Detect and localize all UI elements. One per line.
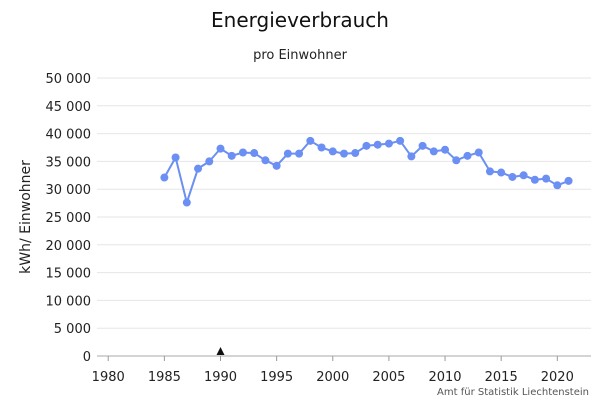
data-point [238,148,247,157]
y-tick-label: 0 [83,350,91,365]
data-point [194,164,203,173]
data-point [340,149,348,158]
x-tick-label: 2015 [485,370,518,385]
data-point [508,172,517,181]
series-line [163,139,569,204]
data-point [542,174,551,183]
y-tick-label: 40 000 [46,128,92,143]
data-point [272,161,281,170]
data-point [306,136,315,145]
chart-subtitle: pro Einwohner [253,48,348,63]
data-point [317,143,326,152]
y-tick-label: 5 000 [54,322,91,337]
data-point [216,144,225,153]
data-point [384,139,393,148]
x-tick-label: 2005 [372,370,405,385]
data-point [182,198,191,207]
y-tick-label: 45 000 [46,100,92,115]
data-point [283,149,292,158]
data-point [250,149,259,158]
data-point [328,147,337,156]
y-tick-label: 25 000 [46,211,92,226]
data-point [474,148,483,157]
chart-title: Energieverbrauch [211,8,389,32]
y-tick-label: 10 000 [46,294,92,309]
data-point [519,171,528,180]
reference-year-marker-icon [216,347,225,355]
data-point [396,136,405,145]
x-tick-label: 1980 [92,370,125,385]
data-point [362,141,371,150]
y-tick-label: 20 000 [46,239,92,254]
data-point [452,156,461,165]
data-point [351,149,360,158]
x-tick-label: 1985 [148,370,181,385]
data-point [564,176,573,185]
y-tick-label: 15 000 [46,267,92,282]
y-tick-label: 30 000 [46,183,92,198]
y-tick-label: 50 000 [46,72,92,87]
x-tick-label: 2010 [428,370,461,385]
data-point [227,151,236,160]
y-tick-label: 35 000 [46,155,92,170]
data-point [171,153,180,162]
x-tick-label: 1995 [260,370,293,385]
data-point [553,181,562,190]
x-tick-label: 2020 [541,370,574,385]
data-point [441,145,450,154]
data-point [295,149,304,158]
data-point [429,147,438,156]
data-point [418,141,427,150]
data-point [530,175,539,184]
data-point [485,167,494,176]
data-point [261,156,270,165]
data-point [497,168,506,177]
data-point [463,151,472,160]
source-credit: Amt für Statistik Liechtenstein [437,387,589,398]
x-tick-label: 2000 [316,370,349,385]
data-point [407,152,416,161]
data-point [205,157,214,166]
data-point [373,140,382,149]
y-axis-label: kWh/ Einwohner [18,160,34,274]
data-point [160,173,169,182]
x-tick-label: 1990 [204,370,237,385]
